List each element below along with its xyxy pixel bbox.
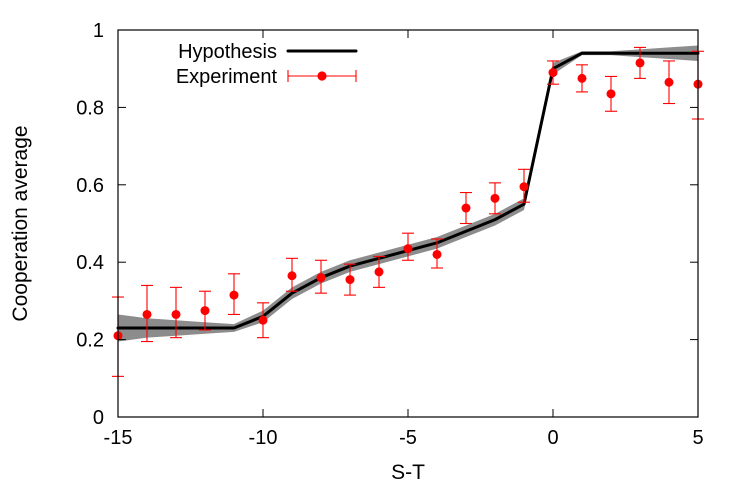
experiment-point <box>664 77 674 87</box>
x-tick-label: -15 <box>104 427 133 449</box>
experiment-point <box>287 271 297 281</box>
experiment-point <box>316 273 326 283</box>
experiment-point <box>374 267 384 277</box>
experiment-point <box>432 249 442 259</box>
legend-label: Hypothesis <box>178 41 277 63</box>
experiment-point <box>142 309 152 319</box>
legend-point-sample <box>317 71 327 81</box>
experiment-point <box>577 73 587 83</box>
y-tick-label: 0.4 <box>76 252 104 274</box>
x-tick-label: 0 <box>547 427 558 449</box>
legend-item: Experiment <box>176 66 357 88</box>
legend-item: Hypothesis <box>178 41 358 63</box>
legend-label: Experiment <box>176 66 278 88</box>
experiment-point <box>200 306 210 316</box>
y-tick-label: 0.6 <box>76 175 104 197</box>
plot-layer <box>112 45 704 377</box>
experiment-point <box>461 203 471 213</box>
experiment-point <box>229 290 239 300</box>
x-tick-label: -5 <box>399 427 417 449</box>
y-tick-label: 0 <box>93 407 104 429</box>
experiment-point <box>258 315 268 325</box>
axis-layer: -15 -10 -5 0 5 0 0.2 0.4 0.6 0.8 1 <box>76 20 703 449</box>
experiment-point <box>345 275 355 285</box>
experiment-point <box>171 309 181 319</box>
experiment-point <box>403 244 413 254</box>
x-axis-title: S-T <box>391 461 425 484</box>
x-tick-label: 5 <box>692 427 703 449</box>
experiment-point <box>548 68 558 78</box>
y-axis-title: Cooperation average <box>9 125 32 321</box>
legend: Hypothesis Experiment <box>176 41 358 88</box>
experiment-point <box>635 58 645 68</box>
y-tick-label: 0.8 <box>76 97 104 119</box>
x-tick-label: -10 <box>249 427 278 449</box>
experiment-point <box>519 182 529 192</box>
y-tick-label: 0.2 <box>76 330 104 352</box>
experiment-point <box>490 193 500 203</box>
experiment-point <box>606 89 616 99</box>
y-tick-label: 1 <box>93 20 104 42</box>
